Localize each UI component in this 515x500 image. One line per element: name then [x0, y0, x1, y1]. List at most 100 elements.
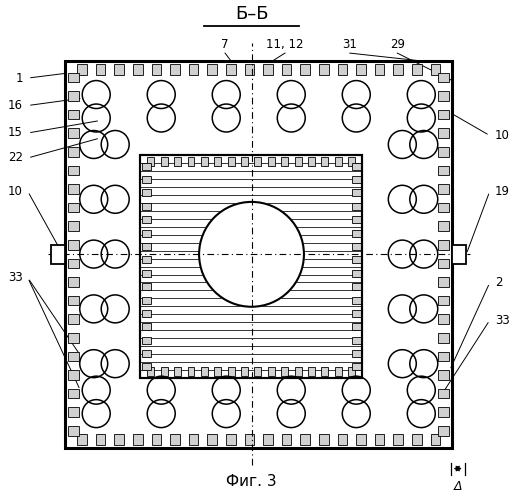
Bar — [412, 64, 422, 74]
Bar — [142, 296, 151, 304]
Bar — [68, 166, 79, 175]
Bar — [319, 64, 329, 74]
Bar — [147, 157, 154, 166]
Text: 11, 12: 11, 12 — [266, 38, 304, 51]
Bar — [68, 258, 79, 268]
Bar — [68, 388, 79, 398]
Bar — [142, 256, 151, 264]
Bar — [228, 367, 235, 376]
Bar — [300, 434, 310, 444]
Bar — [142, 243, 151, 250]
Bar — [68, 222, 79, 231]
Bar — [438, 72, 449, 82]
Bar — [142, 162, 151, 170]
Bar — [319, 434, 329, 444]
Bar — [438, 222, 449, 231]
Bar — [352, 336, 361, 344]
Bar — [308, 367, 315, 376]
Bar — [375, 64, 385, 74]
Bar — [187, 367, 195, 376]
Bar — [352, 350, 361, 357]
Text: 16: 16 — [8, 99, 23, 112]
Bar — [352, 296, 361, 304]
Text: 1: 1 — [15, 72, 23, 85]
Bar — [300, 64, 310, 74]
Bar — [208, 434, 217, 444]
Bar — [151, 64, 161, 74]
Bar — [114, 64, 124, 74]
Bar — [268, 157, 275, 166]
Bar — [438, 128, 449, 138]
Bar — [438, 296, 449, 306]
Bar — [438, 370, 449, 380]
Bar — [254, 157, 262, 166]
Bar — [133, 434, 143, 444]
Bar — [142, 364, 151, 370]
Bar — [338, 64, 347, 74]
Bar — [438, 91, 449, 101]
Bar — [245, 434, 254, 444]
Bar — [68, 184, 79, 194]
Bar — [68, 147, 79, 156]
Bar — [281, 367, 288, 376]
Bar — [438, 314, 449, 324]
Bar — [96, 64, 106, 74]
Bar — [142, 350, 151, 357]
Text: 29: 29 — [390, 38, 405, 51]
Bar — [438, 202, 449, 212]
Bar — [438, 258, 449, 268]
Bar — [174, 157, 181, 166]
Text: 33: 33 — [8, 272, 23, 284]
Bar — [241, 367, 248, 376]
Bar — [68, 370, 79, 380]
Bar — [65, 60, 452, 448]
Bar — [393, 64, 403, 74]
Bar — [352, 270, 361, 276]
Text: 22: 22 — [8, 152, 23, 164]
Bar — [228, 157, 235, 166]
Bar — [201, 367, 208, 376]
Bar — [52, 245, 65, 264]
Bar — [352, 190, 361, 196]
Bar — [241, 157, 248, 166]
Bar — [348, 367, 355, 376]
Bar — [189, 434, 198, 444]
Bar — [263, 64, 273, 74]
Bar — [438, 184, 449, 194]
Bar — [151, 434, 161, 444]
Circle shape — [199, 202, 304, 307]
Bar — [214, 157, 221, 166]
Text: 19: 19 — [495, 185, 510, 198]
Bar — [142, 190, 151, 196]
Bar — [438, 408, 449, 417]
Bar — [133, 64, 143, 74]
Bar — [452, 245, 466, 264]
Bar — [352, 203, 361, 210]
Bar — [142, 324, 151, 330]
Text: 33: 33 — [495, 314, 509, 326]
Bar — [412, 434, 422, 444]
Bar — [142, 310, 151, 317]
Bar — [438, 333, 449, 342]
Bar — [68, 72, 79, 82]
Bar — [77, 64, 87, 74]
Text: 10: 10 — [495, 129, 509, 142]
Bar — [68, 240, 79, 250]
Bar — [254, 367, 262, 376]
Bar — [96, 434, 106, 444]
Bar — [352, 283, 361, 290]
Bar — [321, 157, 329, 166]
Bar — [321, 367, 329, 376]
Bar — [208, 64, 217, 74]
Bar — [295, 157, 302, 166]
Bar — [226, 434, 236, 444]
Bar — [282, 434, 291, 444]
Bar — [438, 110, 449, 120]
Text: Δ: Δ — [454, 480, 462, 492]
Bar — [348, 157, 355, 166]
Bar — [77, 434, 87, 444]
Bar — [142, 270, 151, 276]
Bar — [356, 434, 366, 444]
Bar — [68, 352, 79, 361]
Bar — [375, 434, 385, 444]
